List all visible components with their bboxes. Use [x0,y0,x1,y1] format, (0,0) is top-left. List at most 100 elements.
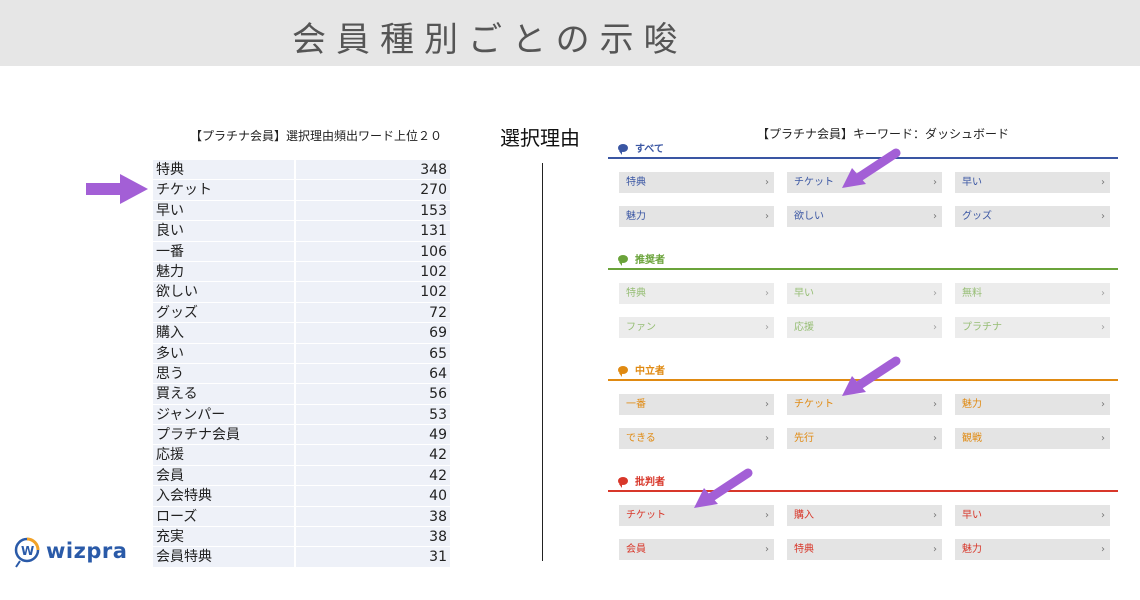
keyword-button[interactable]: 早い › [955,505,1110,526]
title-bar: 会員種別ごとの示唆 [0,0,1140,66]
section-label: 中立者 [635,366,665,377]
table-row: ローズ 38 [153,506,450,528]
chevron-right-icon: › [1101,399,1105,410]
chevron-right-icon: › [765,399,769,410]
pointer-arrow-icon [694,468,753,508]
word-cell: ジャンパー [153,404,296,425]
table-row: 応援 42 [153,445,450,466]
word-cell: ローズ [153,506,296,527]
word-cell: 会員 [153,465,296,486]
keyword-label: 会員 [626,544,646,555]
chevron-right-icon: › [1101,288,1105,299]
keyword-button[interactable]: 先行 › [787,428,942,449]
highlight-arrow-icon [86,174,148,204]
keyword-button[interactable]: 欲しい › [787,206,942,227]
keyword-button[interactable]: グッズ › [955,206,1110,227]
keyword-button[interactable]: 早い › [955,172,1110,193]
keyword-button[interactable]: 魅力 › [619,206,774,227]
keyword-button[interactable]: 無料 › [955,283,1110,304]
chevron-right-icon: › [765,211,769,222]
count-cell: 65 [296,343,450,363]
keyword-button[interactable]: できる › [619,428,774,449]
keyword-button[interactable]: 応援 › [787,317,942,338]
left-table-title: 【プラチナ会員】選択理由頻出ワード上位２０ [190,129,443,143]
chevron-right-icon: › [933,433,937,444]
keyword-label: 魅力 [962,399,982,410]
chevron-right-icon: › [933,211,937,222]
speech-bubble-icon [618,144,628,155]
keyword-button[interactable]: 特典 › [619,172,774,193]
table-row: 一番 106 [153,241,450,262]
table-row: 特典 348 [153,160,450,181]
keyword-label: チケット [794,177,834,188]
keyword-button[interactable]: 早い › [787,283,942,304]
count-cell: 53 [296,404,450,425]
count-cell: 64 [296,363,450,384]
count-cell: 106 [296,241,450,261]
keyword-label: 特典 [626,288,646,299]
keyword-label: 先行 [794,433,814,444]
keyword-button[interactable]: 観戦 › [955,428,1110,449]
keyword-label: 魅力 [962,544,982,555]
keyword-label: 特典 [794,544,814,555]
word-cell: 一番 [153,241,296,261]
count-cell: 348 [296,160,450,180]
chevron-right-icon: › [765,510,769,521]
keyword-button[interactable]: 一番 › [619,394,774,415]
table-row: 買える 56 [153,384,450,405]
speech-bubble-icon [618,255,628,266]
chevron-right-icon: › [933,544,937,555]
table-row: 良い 131 [153,221,450,242]
keyword-button[interactable]: 特典 › [787,539,942,560]
pointer-arrow-icon [842,356,901,396]
keyword-button[interactable]: チケット › [619,505,774,526]
keyword-label: 無料 [962,288,982,299]
keyword-label: チケット [626,510,666,521]
word-cell: 欲しい [153,282,296,302]
table-row: グッズ 72 [153,302,450,324]
keyword-label: 観戦 [962,433,982,444]
speech-bubble-icon [618,477,628,488]
chevron-right-icon: › [933,510,937,521]
word-cell: 入会特典 [153,486,296,506]
count-cell: 42 [296,445,450,465]
keyword-label: 欲しい [794,211,824,222]
svg-text:W: W [21,544,34,558]
keyword-button[interactable]: 会員 › [619,539,774,560]
keyword-button[interactable]: 特典 › [619,283,774,304]
keyword-button[interactable]: 魅力 › [955,394,1110,415]
keyword-button[interactable]: チケット › [787,394,942,415]
chevron-right-icon: › [933,177,937,188]
word-cell: プラチナ会員 [153,425,296,445]
table-row: 早い 153 [153,200,450,222]
word-cell: 充実 [153,527,296,547]
keyword-label: 一番 [626,399,646,410]
selection-reason-label: 選択理由 [500,126,580,150]
word-cell: 特典 [153,160,296,180]
keyword-label: 魅力 [626,211,646,222]
section-label: 批判者 [635,477,665,488]
table-row: 多い 65 [153,343,450,364]
keyword-label: プラチナ [962,322,1002,333]
count-cell: 38 [296,506,450,527]
table-row: 充実 38 [153,527,450,548]
count-cell: 31 [296,547,450,567]
keyword-label: できる [626,433,656,444]
count-cell: 153 [296,200,450,221]
keyword-button[interactable]: 購入 › [787,505,942,526]
keyword-label: 応援 [794,322,814,333]
table-row: チケット 270 [153,180,450,201]
keyword-button[interactable]: ファン › [619,317,774,338]
keyword-button[interactable]: プラチナ › [955,317,1110,338]
word-cell: 応援 [153,445,296,465]
section-rule [608,268,1118,270]
chevron-right-icon: › [1101,177,1105,188]
section-promoters-header: 推奨者 [608,251,1118,270]
word-cell: 購入 [153,323,296,343]
chevron-right-icon: › [933,288,937,299]
keyword-button[interactable]: 魅力 › [955,539,1110,560]
table-row: 会員特典 31 [153,547,450,568]
count-cell: 40 [296,486,450,506]
count-cell: 49 [296,425,450,445]
table-row: プラチナ会員 49 [153,425,450,446]
